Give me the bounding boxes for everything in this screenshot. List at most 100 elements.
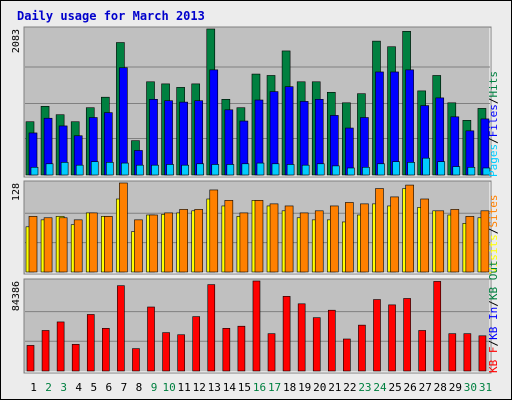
bar-kb-f-day-4 bbox=[71, 344, 80, 372]
legend-item: KB Out bbox=[487, 260, 500, 300]
x-tick-day-17: 17 bbox=[268, 381, 281, 394]
y-max-label: 2083 bbox=[11, 29, 22, 53]
bar-kb-f-day-27 bbox=[418, 330, 426, 372]
x-tick-day-3: 3 bbox=[60, 381, 67, 394]
bar-kb-f-day-28 bbox=[433, 281, 442, 372]
legend-item: Visits bbox=[487, 234, 500, 274]
bar-pages-day-26 bbox=[407, 162, 415, 176]
bar-pages-day-1 bbox=[30, 166, 39, 176]
bar-sites-day-25 bbox=[390, 196, 399, 273]
legend-item: KB In bbox=[487, 307, 500, 340]
bar-sites-day-16 bbox=[254, 200, 264, 273]
bar-kb-f-day-7 bbox=[117, 285, 125, 372]
bar-pages-day-15 bbox=[241, 163, 250, 176]
bar-sites-day-8 bbox=[134, 219, 143, 273]
bar-pages-day-16 bbox=[256, 162, 265, 176]
bar-kb-f-day-19 bbox=[297, 303, 306, 372]
bar-pages-day-31 bbox=[482, 167, 491, 176]
bar-kb-f-day-29 bbox=[448, 333, 457, 372]
bar-kb-f-day-1 bbox=[26, 345, 35, 372]
x-tick-day-14: 14 bbox=[223, 381, 237, 394]
bar-files-day-24 bbox=[375, 71, 384, 176]
bar-pages-day-23 bbox=[362, 166, 370, 176]
x-tick-day-5: 5 bbox=[90, 381, 97, 394]
x-tick-day-21: 21 bbox=[328, 381, 341, 394]
bar-sites-day-23 bbox=[360, 203, 369, 273]
bar-kb-f-day-3 bbox=[56, 321, 65, 372]
legend-item: / bbox=[487, 98, 500, 105]
bar-pages-day-3 bbox=[60, 162, 69, 176]
bar-sites-day-9 bbox=[149, 214, 158, 273]
bar-kb-f-day-17 bbox=[267, 333, 276, 372]
bar-pages-day-9 bbox=[151, 164, 159, 176]
bar-sites-day-22 bbox=[345, 202, 354, 273]
bar-pages-day-6 bbox=[106, 162, 114, 176]
bar-kb-f-day-2 bbox=[41, 330, 50, 372]
bar-files-day-11 bbox=[179, 101, 188, 176]
bar-pages-day-22 bbox=[347, 167, 355, 176]
panel-visits-sites: 128 Visits/Sites bbox=[11, 180, 500, 275]
bar-sites-day-5 bbox=[88, 212, 98, 273]
legend-item: / bbox=[487, 300, 500, 307]
x-tick-day-8: 8 bbox=[136, 381, 143, 394]
chart-title: Daily usage for March 2013 bbox=[17, 9, 205, 23]
bar-pages-day-20 bbox=[316, 163, 325, 176]
bar-pages-day-14 bbox=[226, 164, 235, 176]
bar-pages-day-29 bbox=[452, 166, 461, 176]
x-tick-day-6: 6 bbox=[106, 381, 113, 394]
y-max-label: 84386 bbox=[11, 281, 22, 311]
x-tick-day-30: 30 bbox=[464, 381, 477, 394]
bar-kb-f-day-13 bbox=[207, 284, 216, 372]
bar-pages-day-2 bbox=[45, 163, 54, 176]
bar-kb-f-day-24 bbox=[373, 299, 381, 372]
bar-kb-f-day-26 bbox=[403, 298, 411, 372]
y-max-label: 128 bbox=[11, 183, 22, 201]
bar-pages-day-4 bbox=[75, 164, 84, 176]
bar-kb-f-day-30 bbox=[463, 333, 472, 372]
bar-sites-day-31 bbox=[480, 210, 490, 273]
legend-visits-sites: Visits/Sites bbox=[487, 195, 500, 275]
bar-files-day-13 bbox=[209, 69, 219, 176]
bar-sites-day-26 bbox=[405, 184, 414, 273]
bar-pages-day-21 bbox=[331, 165, 340, 176]
x-tick-day-31: 31 bbox=[479, 381, 492, 394]
bar-files-day-18 bbox=[284, 86, 294, 176]
x-tick-day-26: 26 bbox=[404, 381, 417, 394]
bar-sites-day-13 bbox=[209, 189, 219, 273]
x-tick-day-27: 27 bbox=[419, 381, 432, 394]
bar-kb-f-day-10 bbox=[162, 332, 170, 372]
x-tick-day-12: 12 bbox=[193, 381, 206, 394]
x-tick-day-9: 9 bbox=[151, 381, 158, 394]
bar-pages-day-18 bbox=[286, 164, 295, 176]
bar-pages-day-13 bbox=[211, 164, 220, 176]
legend-hits-files-pages: Pages/Files/Hits bbox=[487, 71, 500, 177]
bar-kb-f-day-22 bbox=[343, 338, 351, 372]
bar-pages-day-30 bbox=[467, 166, 476, 176]
x-tick-day-19: 19 bbox=[298, 381, 311, 394]
bar-kb-f-day-20 bbox=[312, 317, 321, 372]
bar-sites-day-11 bbox=[179, 209, 188, 273]
legend-item: KB F bbox=[487, 347, 500, 374]
x-tick-day-4: 4 bbox=[75, 381, 82, 394]
bar-kb-f-day-25 bbox=[388, 304, 396, 372]
bar-files-day-29 bbox=[450, 116, 460, 176]
bar-kb-f-day-5 bbox=[86, 314, 95, 372]
bar-kb-f-day-8 bbox=[132, 348, 140, 372]
bar-sites-day-29 bbox=[450, 209, 460, 273]
bar-sites-day-28 bbox=[435, 210, 445, 273]
bar-sites-day-14 bbox=[224, 200, 234, 273]
bar-pages-day-27 bbox=[422, 157, 430, 176]
x-tick-day-11: 11 bbox=[178, 381, 191, 394]
bar-sites-day-6 bbox=[104, 216, 113, 273]
bar-sites-day-15 bbox=[239, 212, 249, 273]
panel-hits-files-pages: 2083 Pages/Files/Hits bbox=[11, 26, 500, 178]
legend-item: Sites bbox=[487, 195, 500, 228]
x-tick-day-18: 18 bbox=[283, 381, 296, 394]
bar-pages-day-17 bbox=[271, 163, 280, 176]
bar-sites-day-3 bbox=[58, 217, 68, 273]
bar-files-day-10 bbox=[164, 100, 173, 176]
bar-pages-day-7 bbox=[121, 162, 129, 176]
bar-files-day-19 bbox=[299, 101, 309, 176]
